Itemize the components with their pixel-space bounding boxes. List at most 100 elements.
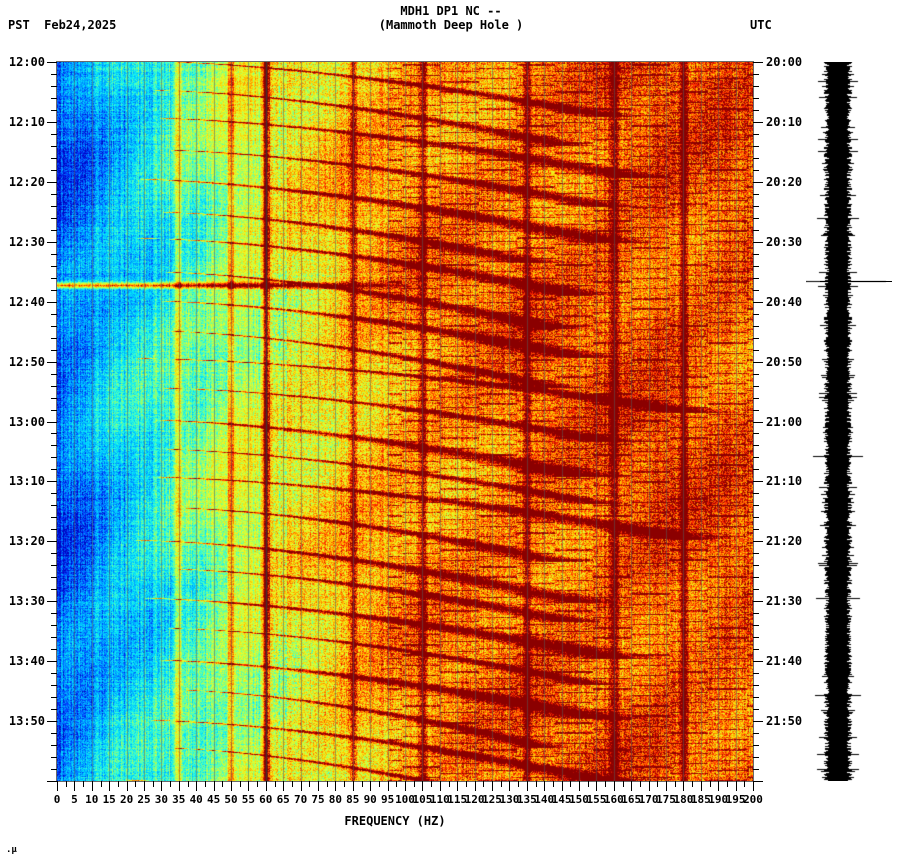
y-tick-left	[47, 481, 57, 482]
y-tick-left	[47, 422, 57, 423]
x-tick	[57, 781, 58, 791]
y-tick-left	[51, 74, 57, 75]
y-axis-right-utc: 20:00 20:10 20:20 20:30 20:40 20:50 21:00 21:10…	[753, 0, 902, 864]
x-axis-label: 135	[516, 793, 537, 806]
y-tick-left	[51, 314, 57, 315]
y-tick-right	[753, 98, 759, 99]
x-tick	[440, 781, 441, 791]
header-right-timezone: UTC	[750, 18, 772, 32]
x-axis-label: 75	[311, 793, 325, 806]
x-tick	[283, 781, 284, 791]
y-tick-right	[753, 589, 759, 590]
y-axis-right-label: 20:30	[766, 235, 803, 249]
x-tick	[74, 781, 75, 791]
x-tick	[605, 781, 606, 787]
x-tick	[596, 781, 597, 791]
x-tick	[683, 781, 684, 791]
spectrogram-canvas[interactable]	[57, 62, 753, 781]
x-tick	[492, 781, 493, 791]
y-tick-left	[51, 350, 57, 351]
x-tick	[570, 781, 571, 787]
y-tick-left	[51, 266, 57, 267]
spectrogram-plot[interactable]	[57, 62, 753, 781]
x-axis-label: 5	[71, 793, 78, 806]
y-tick-right	[753, 326, 759, 327]
y-axis-left-label: 13:00	[8, 415, 45, 429]
x-tick	[379, 781, 380, 787]
amplitude-trace-strip	[806, 62, 896, 781]
x-tick	[414, 781, 415, 787]
x-axis-label: 160	[603, 793, 624, 806]
y-axis-right-label: 20:00	[766, 55, 803, 69]
x-axis-label: 120	[464, 793, 485, 806]
y-tick-left	[47, 362, 57, 363]
x-axis-label: 80	[328, 793, 343, 806]
x-tick	[205, 781, 206, 787]
y-tick-right	[753, 290, 759, 291]
y-tick-right	[753, 661, 763, 662]
x-tick	[527, 781, 528, 791]
y-tick-left	[51, 326, 57, 327]
trace-time-marker-line-left	[820, 281, 850, 282]
y-tick-right	[753, 110, 759, 111]
x-axis-label: 115	[447, 793, 468, 806]
x-tick	[736, 781, 737, 791]
y-tick-left	[47, 122, 57, 123]
x-axis-label: 140	[534, 793, 555, 806]
x-tick	[727, 781, 728, 787]
x-tick	[240, 781, 241, 787]
y-tick-right	[753, 218, 759, 219]
y-axis-left-label: 13:40	[8, 654, 45, 668]
x-tick	[222, 781, 223, 787]
x-tick	[362, 781, 363, 787]
x-tick	[396, 781, 397, 787]
y-tick-left	[51, 589, 57, 590]
x-axis-label: 165	[621, 793, 642, 806]
x-axis-label: 90	[363, 793, 377, 806]
x-tick	[196, 781, 197, 791]
y-axis-right-label: 21:40	[766, 654, 803, 668]
y-tick-left	[51, 469, 57, 470]
y-tick-right	[753, 230, 759, 231]
y-tick-right	[753, 386, 759, 387]
x-axis-label: 70	[293, 793, 308, 806]
x-tick	[431, 781, 432, 787]
y-tick-left	[51, 98, 57, 99]
x-tick	[170, 781, 171, 787]
y-tick-right	[753, 433, 759, 434]
y-tick-right	[753, 266, 759, 267]
x-axis-label: 40	[189, 793, 203, 806]
y-tick-left	[51, 637, 57, 638]
corner-artifact-mark: .µ	[6, 845, 17, 855]
y-axis-right-label: 20:20	[766, 175, 803, 189]
y-tick-right	[753, 158, 759, 159]
y-tick-right	[753, 481, 763, 482]
y-axis-right-label: 21:00	[766, 415, 803, 429]
y-tick-right	[753, 745, 759, 746]
x-tick	[214, 781, 215, 791]
y-axis-right-label: 21:10	[766, 474, 803, 488]
page-title: MDH1 DP1 NC --	[400, 4, 502, 18]
y-tick-right	[753, 206, 759, 207]
x-axis-label: 95	[380, 793, 395, 806]
x-tick	[701, 781, 702, 791]
x-tick	[449, 781, 450, 787]
x-tick	[536, 781, 537, 787]
y-tick-left	[51, 134, 57, 135]
x-tick	[66, 781, 67, 787]
y-tick-left	[51, 278, 57, 279]
y-tick-left	[51, 218, 57, 219]
x-axis-label: 20	[119, 793, 134, 806]
x-tick	[135, 781, 136, 787]
x-tick	[562, 781, 563, 791]
y-tick-right	[753, 517, 759, 518]
y-tick-left	[51, 254, 57, 255]
x-tick	[248, 781, 249, 791]
y-tick-left	[51, 206, 57, 207]
y-tick-right	[753, 278, 759, 279]
y-axis-right-label: 20:50	[766, 355, 803, 369]
y-tick-right	[753, 673, 759, 674]
y-axis-left-label: 13:20	[8, 534, 45, 548]
y-tick-right	[753, 649, 759, 650]
x-axis-label: 25	[137, 793, 151, 806]
